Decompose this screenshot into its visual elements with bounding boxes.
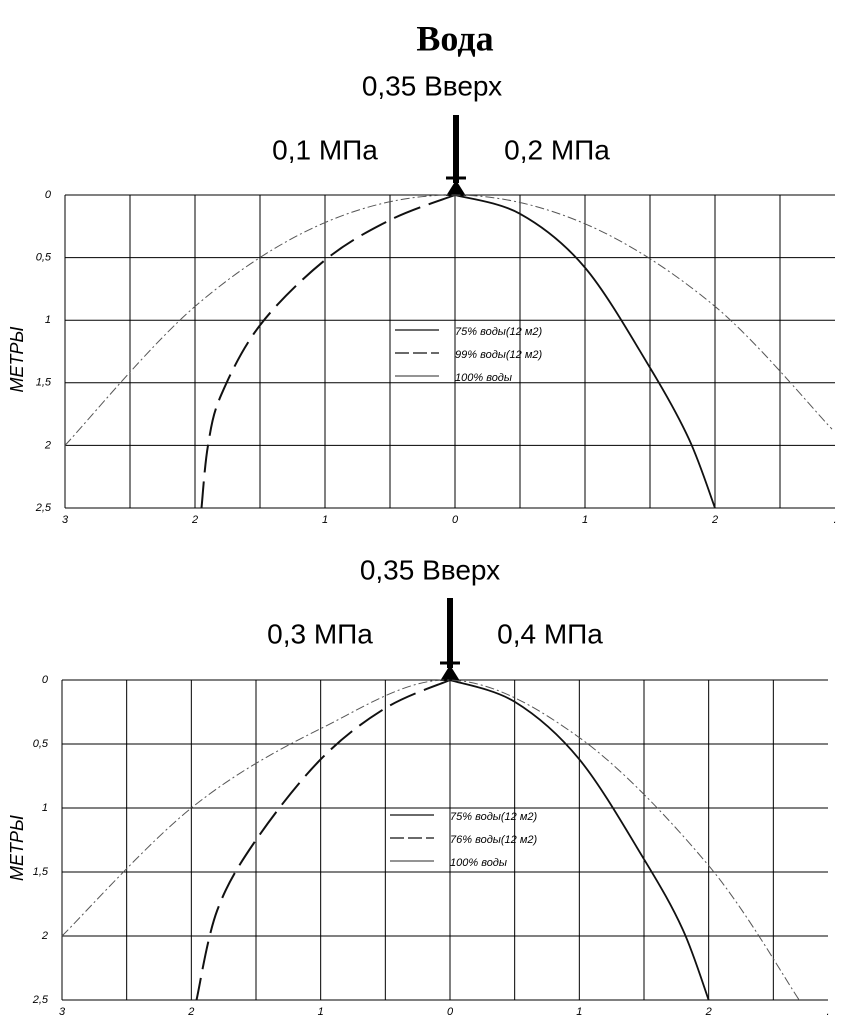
legend-label: 99% воды(12 м2) (455, 349, 542, 361)
y-tick-label: 0 (42, 674, 49, 686)
y-tick-label: 1 (42, 802, 48, 814)
annotation: 0,4 МПа (497, 618, 603, 649)
series-line (64, 194, 833, 446)
legend-label: 100% воды (450, 857, 507, 869)
annotation: 0,2 МПа (504, 134, 610, 165)
series-line (454, 194, 716, 509)
x-tick-label: 2 (191, 514, 198, 526)
y-tick-label: 1,5 (33, 866, 49, 878)
series-line (61, 679, 800, 1001)
y-tick-label: 2 (44, 439, 51, 451)
y-tick-label: 1,5 (36, 377, 52, 389)
x-tick-label: 3 (59, 1006, 66, 1018)
annotation: 0,35 Вверх (362, 70, 502, 101)
x-tick-label: 3 (62, 514, 69, 526)
y-tick-label: 0,5 (33, 738, 49, 750)
series-line (195, 679, 451, 1001)
y-tick-label: 1 (45, 314, 51, 326)
series-line (449, 679, 710, 1001)
x-tick-label: 2 (705, 1006, 712, 1018)
legend-label: 75% воды(12 м2) (450, 811, 537, 823)
x-tick-label: 2 (187, 1006, 194, 1018)
y-axis-label: МЕТРЫ (7, 815, 27, 881)
annotation: 0,3 МПа (267, 618, 373, 649)
x-tick-label: . (826, 1006, 829, 1018)
page-title: Вода (416, 18, 493, 58)
y-tick-label: 2,5 (32, 994, 49, 1006)
x-tick-label: 0 (452, 514, 459, 526)
y-tick-label: 2,5 (35, 502, 52, 514)
x-tick-label: 0 (447, 1006, 454, 1018)
x-tick-label: 1 (582, 514, 588, 526)
arrow (440, 598, 460, 681)
legend-label: 75% воды(12 м2) (455, 326, 542, 338)
series-line (200, 194, 456, 509)
y-tick-label: 2 (41, 930, 48, 942)
y-axis-label: МЕТРЫ (7, 326, 27, 392)
legend-label: 76% воды(12 м2) (450, 834, 537, 846)
annotation: 0,1 МПа (272, 134, 378, 165)
x-tick-label: 1 (318, 1006, 324, 1018)
y-tick-label: 0,5 (36, 252, 52, 264)
x-tick-label: . (833, 514, 836, 526)
arrow (446, 115, 466, 196)
annotation: 0,35 Вверх (360, 554, 500, 585)
x-tick-label: 1 (576, 1006, 582, 1018)
legend-label: 100% воды (455, 372, 512, 384)
x-tick-label: 2 (711, 514, 718, 526)
x-tick-label: 1 (322, 514, 328, 526)
y-tick-label: 0 (45, 189, 52, 201)
